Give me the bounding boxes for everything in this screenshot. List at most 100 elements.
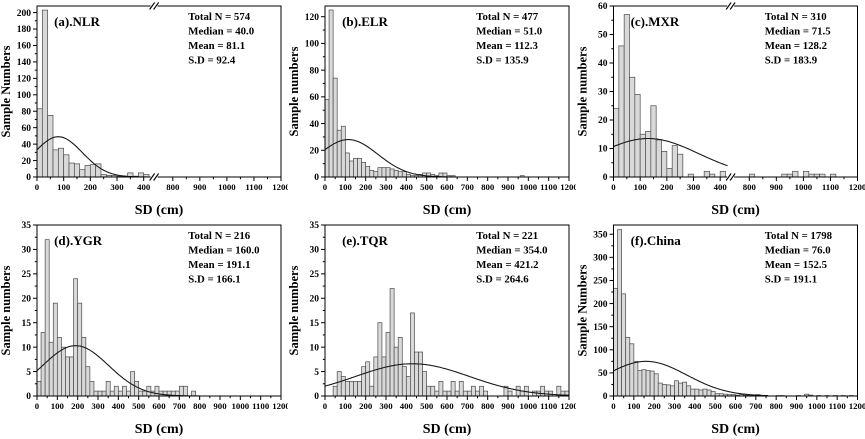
x-tick-label: 500: [420, 401, 434, 411]
histogram-bar: [381, 167, 387, 178]
x-tick-label: 1000: [232, 401, 250, 411]
histogram-bar: [641, 369, 647, 397]
histogram-bar: [61, 346, 66, 397]
x-tick-label: 400: [137, 182, 151, 192]
x-tick-label: 500: [132, 401, 146, 411]
histogram-bar: [381, 356, 387, 397]
stats-line: S.D = 135.9: [476, 55, 529, 67]
y-tick-label: 350: [593, 230, 608, 240]
stats-line: S.D = 166.1: [188, 274, 240, 286]
y-tick-label: 15: [310, 319, 320, 329]
x-tick-label: 100: [57, 182, 71, 192]
x-tick-label: 200: [84, 182, 98, 192]
histogram-bar: [483, 390, 489, 397]
histogram-bar: [792, 170, 799, 178]
histogram-bar: [422, 371, 428, 397]
histogram-bar: [154, 385, 160, 397]
histogram-bar: [471, 385, 476, 397]
histogram-bar: [328, 9, 334, 178]
axis-break-mark: [153, 2, 160, 10]
y-tick-label: 250: [593, 277, 608, 287]
panel-d-ygr: 0 5 10 15 20 25 30 35 0 100 200 300 400 500 600 700 800 9…: [0, 219, 288, 438]
histogram-bar: [332, 77, 338, 178]
histogram-bar: [353, 157, 358, 178]
histogram-bar: [101, 390, 107, 397]
x-tick-label: 300: [379, 401, 393, 411]
y-tick-label: 100: [593, 346, 608, 356]
x-tick-label: 1100: [540, 401, 558, 411]
panel-title: (b).ELR: [342, 14, 388, 29]
x-tick-label: 700: [461, 182, 475, 192]
x-tick-label: 700: [461, 401, 475, 411]
histogram-bar: [613, 108, 620, 178]
fit-curve: [613, 360, 768, 397]
y-tick-label: 40: [598, 59, 608, 69]
y-tick-label: 20: [22, 157, 32, 167]
stats-line: Median = 160.0: [188, 245, 259, 257]
plot-frame: [36, 5, 282, 178]
histogram-bar: [666, 384, 671, 397]
panel-title: (a).NLR: [54, 14, 100, 29]
histogram-bar: [122, 385, 127, 397]
x-tick-label: 1100: [252, 401, 270, 411]
x-axis-label: SD (cm): [423, 422, 472, 437]
x-tick-label: 800: [481, 401, 495, 411]
x-tick-label: 800: [481, 182, 495, 192]
histogram-bar: [519, 390, 525, 397]
x-tick-label: 0: [35, 401, 40, 411]
x-tick-label: 100: [627, 401, 641, 411]
y-tick-label: 20: [310, 146, 320, 156]
stats-line: Median = 51.0: [476, 26, 542, 38]
histogram-bar: [677, 153, 684, 178]
stats-line: Median = 71.5: [765, 26, 831, 38]
histogram-bar: [73, 278, 79, 397]
panel-e-tqr: 0 5 10 15 20 25 30 35 0 100 200 300 400 500 600 700 800 9…: [288, 219, 576, 438]
x-tick-label: 200: [359, 182, 373, 192]
x-tick-label: 700: [173, 401, 187, 411]
x-tick-label: 1000: [520, 401, 538, 411]
histogram-bar: [393, 169, 399, 178]
axis-break-mark: [153, 173, 160, 181]
x-tick-label: 400: [112, 401, 126, 411]
y-tick-label: 35: [22, 221, 32, 231]
panel-c-mxr: 0 10 20 30 40 50 60 0 100 200 300 400 800 900 1000 1100…: [576, 0, 865, 219]
y-tick-label: 200: [17, 9, 32, 19]
x-axis-label: SD (cm): [711, 203, 760, 218]
x-tick-label: 200: [660, 182, 674, 192]
panel-title: (e).TQR: [342, 233, 388, 248]
histogram-bar: [710, 391, 716, 397]
y-tick-label: 300: [593, 254, 608, 264]
histogram-bar: [336, 129, 342, 178]
y-axis-label: Sample numbers: [288, 265, 301, 355]
histogram-bar: [426, 385, 432, 397]
histogram-bar: [625, 336, 631, 397]
histogram-bar: [36, 108, 43, 178]
histogram-bar: [134, 380, 140, 397]
x-tick-label: 1200: [560, 401, 576, 411]
histogram-bar: [142, 390, 148, 397]
axis-break-gap: [727, 175, 735, 179]
histogram-bar: [475, 390, 480, 397]
histogram-bar: [617, 229, 622, 397]
x-tick-label: 200: [359, 401, 373, 411]
x-tick-label: 300: [379, 182, 393, 192]
histogram-bar: [340, 376, 346, 397]
panel-f-china: 0 50 100 150 200 250 300 350 0 100 200 300 400 500 600…: [576, 219, 865, 438]
histogram-bar: [621, 293, 627, 397]
x-tick-label: 100: [339, 182, 353, 192]
y-axis-label: Sample Numbers: [576, 264, 590, 356]
axis-break-gap: [727, 4, 735, 8]
stats-line: Mean = 421.2: [476, 259, 538, 271]
y-tick-label: 0: [314, 392, 319, 402]
histogram-bar: [446, 390, 452, 397]
histogram-bar: [97, 390, 103, 397]
histogram-bar: [73, 163, 81, 178]
x-tick-label: 900: [213, 401, 227, 411]
y-tick-label: 30: [310, 246, 320, 256]
histogram-bar: [410, 312, 415, 397]
x-tick-label: 1200: [272, 182, 288, 192]
x-tick-label: 0: [35, 182, 40, 192]
histogram-bar: [454, 390, 460, 397]
